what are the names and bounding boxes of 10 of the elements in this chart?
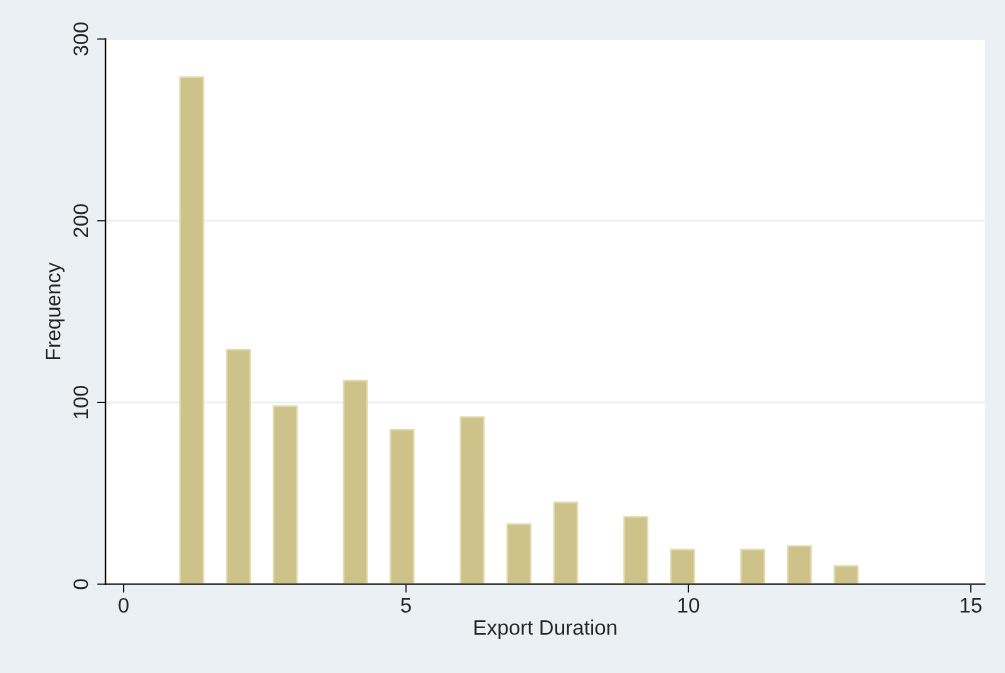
- y-tick-label: 200: [73, 204, 89, 238]
- x-axis-title: Export Duration: [474, 619, 617, 639]
- x-tick-label: 15: [960, 598, 982, 613]
- x-tick-label: 5: [401, 598, 411, 613]
- y-axis-title: Frequency: [45, 262, 65, 360]
- y-tick-label: 100: [73, 385, 89, 419]
- x-tick-label: 10: [678, 597, 700, 613]
- x-tick-label: 0: [118, 597, 129, 613]
- y-tick-label: 300: [73, 22, 89, 56]
- y-tick-label: 0: [73, 579, 89, 590]
